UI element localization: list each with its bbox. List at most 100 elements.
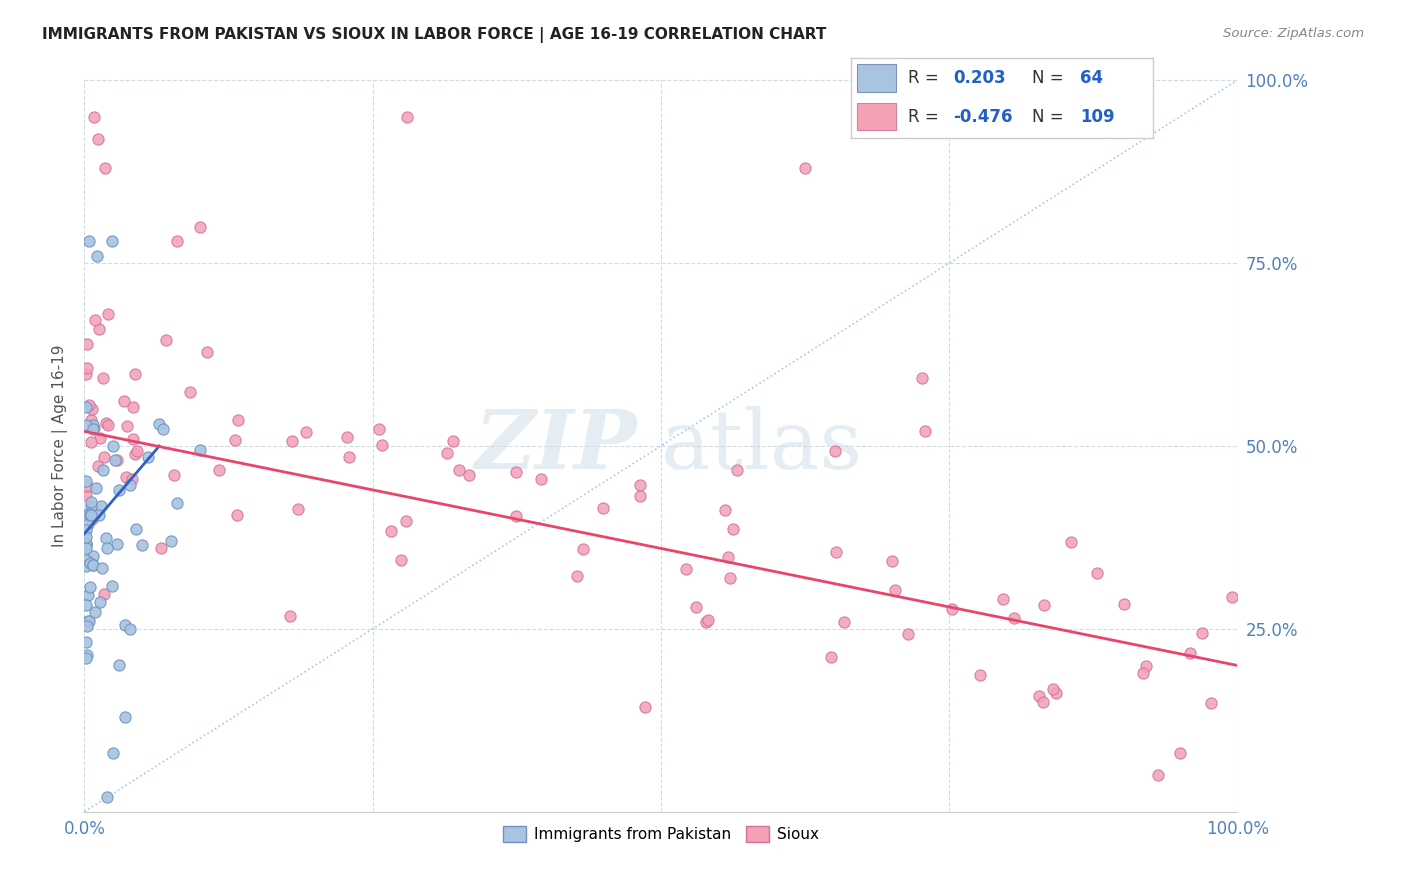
Point: [80, 512, 103, 526]
Point: [195, 345, 218, 359]
Point: [628, 477, 651, 491]
Point: [717, 550, 740, 565]
Point: [1060, 535, 1083, 549]
Point: [125, 522, 148, 536]
Point: [79, 580, 101, 594]
Point: [281, 434, 304, 449]
Point: [91, 371, 114, 385]
Point: [226, 508, 249, 522]
Point: [77, 398, 100, 412]
Point: [79, 556, 101, 570]
Point: [436, 446, 458, 460]
Point: [685, 600, 707, 615]
Point: [82, 422, 104, 436]
Point: [131, 538, 153, 552]
Point: [76, 516, 98, 531]
Point: [396, 110, 419, 124]
Point: [832, 615, 855, 630]
Point: [75, 558, 97, 573]
Point: [76, 337, 98, 351]
Point: [87, 132, 110, 146]
Point: [93, 450, 115, 464]
Point: [87, 508, 110, 523]
Point: [1191, 626, 1213, 640]
Point: [124, 367, 146, 381]
Point: [124, 447, 146, 461]
Point: [991, 591, 1014, 606]
Point: [76, 648, 98, 662]
Point: [89, 595, 111, 609]
Point: [592, 500, 614, 515]
Point: [103, 746, 124, 760]
Point: [121, 400, 143, 414]
Point: [163, 468, 186, 483]
Point: [114, 709, 136, 723]
Point: [567, 569, 589, 583]
Text: atlas: atlas: [661, 406, 863, 486]
Point: [883, 583, 905, 598]
Text: R =: R =: [908, 69, 939, 87]
Point: [628, 489, 651, 503]
Point: [725, 463, 748, 477]
Point: [115, 418, 138, 433]
Point: [114, 618, 136, 632]
Point: [76, 588, 98, 602]
Point: [86, 249, 108, 263]
Point: [120, 478, 142, 492]
Point: [820, 649, 842, 664]
Point: [96, 790, 118, 805]
Point: [530, 472, 553, 486]
Point: [224, 433, 246, 447]
Point: [96, 541, 118, 556]
Point: [90, 561, 112, 575]
Point: [75, 541, 97, 556]
Point: [1045, 686, 1067, 700]
Point: [914, 424, 936, 438]
Point: [121, 472, 143, 486]
Point: [1146, 767, 1168, 781]
Point: [97, 418, 120, 433]
Point: [82, 418, 104, 433]
Point: [179, 384, 201, 399]
Point: [77, 615, 100, 629]
Point: [368, 422, 391, 436]
Text: 109: 109: [1080, 108, 1115, 126]
Point: [75, 523, 97, 537]
Point: [82, 549, 104, 564]
Point: [278, 609, 301, 624]
Point: [897, 626, 920, 640]
Point: [824, 444, 846, 458]
Point: [1180, 646, 1202, 660]
Point: [97, 307, 120, 321]
Point: [79, 508, 101, 523]
Text: 0.203: 0.203: [953, 69, 1007, 87]
Text: 64: 64: [1080, 69, 1104, 87]
Point: [166, 496, 188, 510]
Point: [226, 413, 249, 427]
Point: [75, 553, 97, 567]
Point: [714, 503, 737, 517]
Point: [105, 453, 128, 467]
Point: [941, 602, 963, 616]
Point: [84, 605, 107, 619]
Point: [84, 481, 107, 495]
Point: [80, 401, 103, 416]
Point: [287, 502, 309, 516]
Point: [75, 537, 97, 551]
Point: [75, 635, 97, 649]
Point: [82, 558, 104, 573]
Point: [1085, 566, 1108, 581]
Point: [75, 400, 97, 414]
Point: [1168, 746, 1191, 760]
Point: [101, 234, 124, 248]
Point: [572, 541, 595, 556]
Text: R =: R =: [908, 108, 939, 126]
Point: [103, 439, 124, 453]
Text: N =: N =: [1032, 69, 1063, 87]
Point: [1132, 665, 1154, 680]
Point: [505, 509, 527, 524]
Point: [75, 537, 97, 551]
Point: [208, 463, 231, 477]
Point: [457, 468, 479, 483]
Point: [633, 699, 655, 714]
